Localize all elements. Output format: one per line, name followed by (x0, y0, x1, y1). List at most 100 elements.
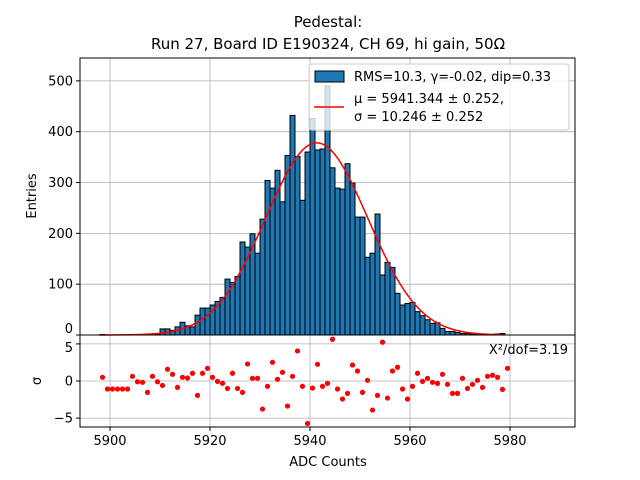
histogram-bar (314, 149, 321, 336)
residual-point (279, 369, 286, 375)
histogram-bar (319, 148, 326, 336)
residual-point (209, 374, 216, 380)
residual-point (249, 375, 256, 381)
residual-point (214, 378, 221, 384)
residual-point (409, 383, 416, 389)
residual-point (464, 385, 471, 392)
residual-y-ticks: −5 0 5 (54, 341, 80, 427)
histogram-bar (399, 304, 406, 336)
y-tick-label: 200 (48, 227, 73, 242)
residual-point (254, 375, 261, 381)
residual-point (169, 371, 176, 377)
residual-point (329, 336, 336, 342)
y-tick-label-residual: 5 (65, 341, 73, 356)
histogram-bar (339, 188, 346, 336)
residual-point (299, 383, 306, 389)
residual-point (304, 420, 311, 427)
histogram-bar (374, 213, 381, 336)
legend: RMS=10.3, γ=-0.02, dip=0.33 μ = 5941.344… (308, 63, 570, 131)
residual-point (294, 348, 301, 354)
residual-point (259, 406, 266, 412)
histogram-bar (379, 274, 386, 336)
residual-point (459, 375, 466, 381)
histogram-bar (284, 155, 291, 336)
residual-point (454, 390, 461, 396)
residual-point (124, 386, 131, 392)
residual-point (229, 370, 236, 376)
legend-label-sigma: σ = 10.246 ± 0.252 (354, 110, 483, 125)
residual-point (114, 386, 121, 392)
residual-point (499, 386, 506, 392)
residual-point (119, 386, 126, 392)
histogram-bar (439, 327, 446, 336)
histogram-bar (369, 252, 376, 336)
residual-point (199, 370, 206, 376)
residual-point (184, 375, 191, 381)
y-axis-label-sigma: σ (30, 377, 45, 385)
residual-point (164, 366, 171, 372)
residual-point (239, 389, 246, 395)
residual-point (344, 390, 351, 396)
x-tick-label: 5940 (293, 434, 326, 449)
residual-point (219, 380, 226, 386)
histogram-bar (424, 319, 431, 336)
residual-point (289, 373, 296, 379)
y-tick-label: 400 (48, 125, 73, 140)
residual-point (204, 365, 211, 371)
histogram-bar (294, 156, 301, 336)
residual-point (369, 407, 376, 413)
residual-point (174, 384, 181, 390)
residual-point (489, 372, 496, 378)
residual-point (484, 373, 491, 379)
residual-point (194, 392, 201, 398)
residual-point (244, 361, 251, 367)
y-tick-label: 500 (48, 74, 73, 89)
y-tick-label: 100 (48, 278, 73, 293)
histogram-bar (364, 256, 371, 336)
histogram-bar (344, 163, 351, 336)
residual-point (434, 380, 441, 386)
histogram-bars (99, 85, 506, 336)
histogram-bar (269, 187, 276, 336)
histogram-bar (444, 330, 451, 336)
residual-point (339, 396, 346, 402)
histogram-bar (449, 330, 456, 336)
legend-frame (308, 63, 570, 131)
residual-point (179, 374, 186, 380)
x-tick-label: 5920 (193, 434, 226, 449)
x-tick-label: 5980 (493, 434, 526, 449)
histogram-bar (259, 218, 266, 336)
residual-point (414, 370, 421, 376)
residual-point (419, 378, 426, 384)
residual-point (384, 395, 391, 401)
histogram-bar (219, 296, 226, 336)
histogram-bar (194, 314, 201, 336)
histogram-bar (304, 151, 311, 336)
x-axis-label-adc-counts: ADC Counts (289, 455, 367, 470)
residual-point (149, 373, 156, 379)
residual-point (469, 381, 476, 387)
x-tick-label: 5960 (393, 434, 426, 449)
residual-point (99, 374, 106, 380)
histogram-bar (309, 117, 316, 336)
histogram-bar (239, 241, 246, 336)
y-tick-label: 300 (48, 176, 73, 191)
residual-point (494, 374, 501, 380)
residual-point (389, 368, 396, 374)
histogram-bar (329, 167, 336, 336)
residual-point (269, 359, 276, 365)
residual-point (284, 403, 291, 409)
residual-point (324, 380, 331, 386)
legend-patch-histogram (314, 70, 345, 83)
histogram-bar (359, 216, 366, 336)
residual-point (349, 362, 356, 368)
residual-point (154, 379, 161, 385)
histogram-bar (429, 322, 436, 336)
residual-x-ticks: 5900 5920 5940 5960 5980 (93, 427, 527, 449)
chi2-annotation: X²/dof=3.19 (489, 343, 568, 358)
residual-point (479, 384, 486, 390)
residual-point (399, 386, 406, 392)
y-tick-label-residual: −5 (54, 412, 73, 427)
chart-title-line2: Run 27, Board ID E190324, CH 69, hi gain… (151, 35, 505, 53)
residual-point (189, 370, 196, 376)
